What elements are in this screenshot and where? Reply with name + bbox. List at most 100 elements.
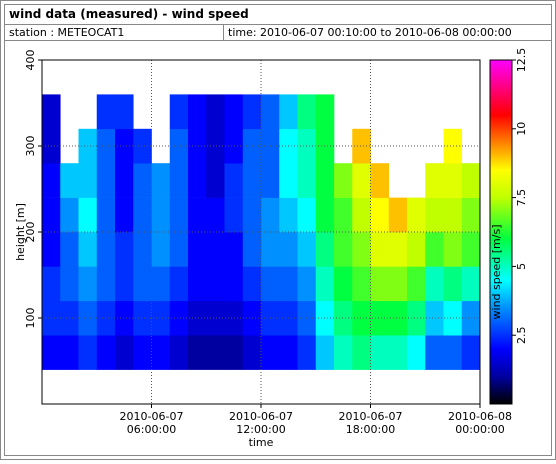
heat-cell	[407, 335, 426, 370]
heat-cell	[60, 335, 79, 370]
heat-cell	[352, 266, 371, 302]
heat-cell	[370, 335, 390, 370]
heat-cell	[315, 94, 335, 130]
heat-cell	[279, 335, 298, 370]
y-tick-label: 200	[24, 222, 37, 243]
heat-cell	[297, 94, 317, 130]
heat-cell	[315, 266, 335, 302]
heat-cell	[78, 266, 98, 302]
heat-cell	[78, 232, 98, 267]
heat-cell	[115, 197, 134, 233]
heat-cell	[96, 300, 116, 336]
x-tick-label: 06:00:00	[127, 423, 176, 436]
heat-cell	[169, 266, 189, 302]
heat-cell	[407, 197, 426, 233]
heat-cell	[443, 335, 463, 370]
heat-cell	[188, 197, 207, 233]
heat-cell	[188, 163, 207, 198]
heat-cell	[407, 232, 426, 267]
heat-cell	[115, 232, 134, 267]
heat-cell	[425, 163, 444, 198]
heat-cell	[297, 232, 317, 267]
station: station : METEOCAT1	[9, 26, 124, 39]
heat-cell	[60, 266, 79, 302]
heat-cell	[96, 335, 116, 370]
heat-cell	[115, 335, 134, 370]
heat-cell	[370, 163, 390, 198]
heat-cell	[188, 232, 207, 267]
heat-cell	[388, 266, 408, 302]
heat-cell	[115, 266, 134, 302]
heat-cell	[461, 335, 481, 370]
heat-cell	[206, 300, 225, 336]
heat-cell	[279, 266, 298, 302]
heat-cell	[334, 266, 353, 302]
heat-cell	[425, 197, 444, 233]
heat-cell	[297, 197, 317, 233]
heat-cell	[352, 232, 371, 267]
heat-cell	[315, 300, 335, 336]
header-cell	[223, 24, 552, 41]
heat-cell	[242, 232, 262, 267]
heat-cell	[443, 163, 463, 198]
heat-cell	[206, 197, 225, 233]
heat-cell	[224, 94, 244, 130]
heat-cell	[315, 335, 335, 370]
x-tick-label: 2010-06-07	[339, 410, 403, 423]
y-tick-label: 400	[24, 50, 37, 71]
heat-cell	[388, 300, 408, 336]
heat-cell	[224, 300, 244, 336]
heat-cell	[425, 232, 444, 267]
heat-cell	[461, 232, 481, 267]
heat-cell	[151, 232, 171, 267]
heat-cell	[224, 266, 244, 302]
heat-cell	[78, 163, 98, 198]
heat-cell	[425, 300, 444, 336]
heat-cell	[188, 335, 207, 370]
heat-cell	[169, 300, 189, 336]
heat-cell	[352, 335, 371, 370]
heat-cell	[42, 335, 61, 370]
heat-cell	[352, 163, 371, 198]
heat-cell	[115, 163, 134, 198]
heat-cell	[388, 197, 408, 233]
heat-cell	[425, 266, 444, 302]
heat-cell	[443, 128, 463, 164]
heat-cell	[461, 197, 481, 233]
heat-cell	[334, 232, 353, 267]
heat-cell	[133, 266, 152, 302]
heat-cell	[169, 94, 189, 130]
heat-cell	[169, 335, 189, 370]
heat-cell	[206, 232, 225, 267]
heat-cell	[206, 128, 225, 164]
heat-cell	[206, 335, 225, 370]
heat-cell	[352, 300, 371, 336]
heat-cell	[224, 197, 244, 233]
heat-cell	[242, 197, 262, 233]
heat-cell	[443, 266, 463, 302]
heat-cell	[42, 232, 61, 267]
time-range: time: 2010-06-07 00:10:00 to 2010-06-08 …	[228, 26, 512, 39]
heat-cell	[261, 232, 280, 267]
colorbar-tick-label: 2.5	[515, 326, 528, 344]
y-axis-label: height [m]	[14, 203, 27, 261]
heat-cell	[188, 300, 207, 336]
heat-cell	[224, 232, 244, 267]
heat-cell	[315, 163, 335, 198]
heat-cell	[407, 300, 426, 336]
heat-cell	[115, 128, 134, 164]
heat-cell	[261, 335, 280, 370]
heat-cell	[133, 197, 152, 233]
heat-cell	[279, 232, 298, 267]
heat-cell	[96, 232, 116, 267]
heat-cell	[370, 266, 390, 302]
heat-cell	[443, 300, 463, 336]
heat-cell	[169, 197, 189, 233]
inner-frame	[4, 4, 552, 456]
heat-cell	[133, 232, 152, 267]
heat-cell	[370, 300, 390, 336]
heat-cell	[96, 163, 116, 198]
heat-cell	[279, 94, 298, 130]
heat-cell	[388, 232, 408, 267]
heat-cell	[151, 266, 171, 302]
